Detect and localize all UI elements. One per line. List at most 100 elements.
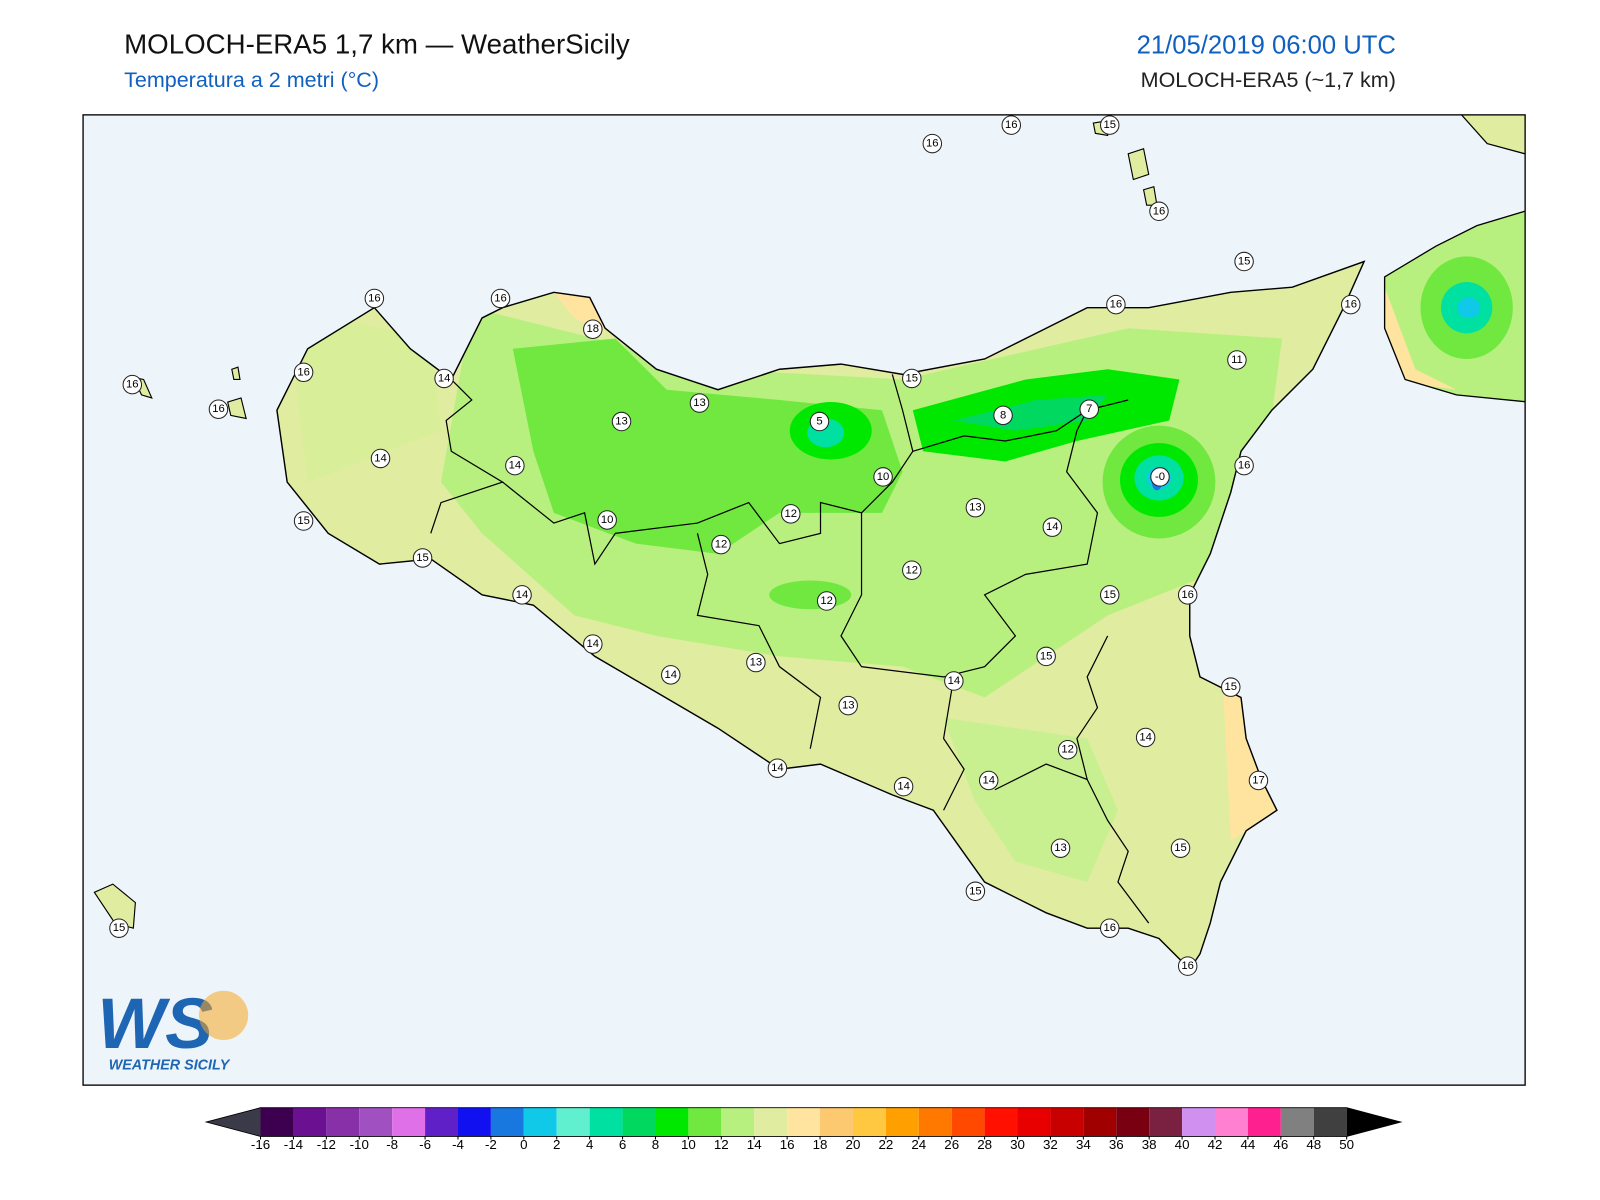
station-value: 11	[1231, 354, 1243, 366]
colorbar-tick-label: 14	[747, 1137, 762, 1152]
logo-sun	[198, 990, 249, 1040]
station-marker	[583, 319, 603, 339]
station: 13	[689, 393, 710, 413]
station-marker	[505, 455, 525, 476]
station: 11	[1227, 350, 1247, 370]
colorbar-bin	[951, 1107, 985, 1137]
station-value: 13	[969, 502, 982, 514]
station-value: 16	[1103, 922, 1116, 934]
station-marker	[1099, 585, 1120, 605]
station-marker	[781, 504, 801, 524]
station: 16	[1099, 918, 1120, 938]
colorbar-bin	[754, 1107, 788, 1137]
border	[840, 409, 1099, 678]
station: 15	[965, 881, 986, 902]
colorbar-tick-label: 2	[553, 1137, 560, 1152]
station-marker	[993, 405, 1013, 426]
station-marker	[1042, 517, 1063, 537]
colorbar-bin	[984, 1107, 1018, 1137]
station-value: 16	[1345, 299, 1358, 311]
station-marker	[412, 548, 433, 568]
colorbar-tick-label: 26	[944, 1137, 959, 1152]
station-value: 14	[897, 781, 910, 793]
station: 12	[902, 560, 922, 580]
colorbar-tick-label: -2	[485, 1137, 497, 1152]
station: 16	[1177, 956, 1198, 976]
station-value: 13	[693, 397, 706, 409]
station: 14	[1135, 727, 1156, 748]
station: 14	[512, 585, 532, 605]
colorbar-tick-label: -16	[251, 1137, 270, 1152]
station-marker	[1001, 115, 1022, 135]
station: 14	[505, 455, 525, 476]
station-value: 17	[1252, 775, 1265, 787]
station-marker	[1050, 838, 1071, 858]
model-label: MOLOCH-ERA5 (~1,7 km)	[1141, 68, 1396, 92]
colorbar-tick-label: 36	[1109, 1137, 1124, 1152]
station-value: 15	[1225, 681, 1238, 693]
station-value: 14	[948, 675, 961, 687]
station-marker	[838, 695, 858, 716]
station-marker	[490, 288, 511, 309]
station-value: 15	[416, 552, 429, 564]
station-value: 10	[877, 471, 890, 483]
colorbar-tick-label: 44	[1241, 1137, 1256, 1152]
station-marker	[965, 497, 986, 518]
calabria-coast	[1383, 210, 1526, 403]
colorbar-bin	[787, 1107, 821, 1137]
station-marker	[1177, 585, 1198, 605]
colorbar-bin	[721, 1107, 755, 1137]
station-value: 14	[1046, 521, 1059, 533]
station-value: 15	[113, 922, 126, 934]
station: 12	[1057, 739, 1078, 760]
station: 13	[1050, 838, 1071, 858]
colorbar-bin	[852, 1107, 886, 1137]
colorbar-tick-label: 10	[681, 1137, 696, 1152]
colorbar-tick-label: 22	[878, 1137, 893, 1152]
colorbar-bin	[1083, 1107, 1117, 1137]
station-value: 14	[587, 638, 600, 650]
subtitle: Temperatura a 2 metri (°C)	[124, 68, 379, 92]
colorbar-tick-label: 50	[1339, 1137, 1354, 1152]
station-value: 12	[715, 539, 728, 551]
colorbar-tick-label: -12	[317, 1137, 336, 1152]
station-marker	[597, 510, 617, 530]
station-value: 16	[1153, 205, 1166, 217]
station-value: 15	[1040, 650, 1053, 662]
station-value: 12	[785, 508, 798, 520]
station-marker	[1079, 399, 1099, 419]
border	[1086, 779, 1150, 924]
station-value: 16	[1238, 460, 1251, 472]
colorbar-bin	[392, 1107, 426, 1137]
station: 15	[412, 548, 433, 568]
colorbar-tick-label: 28	[977, 1137, 992, 1152]
station: 16	[490, 288, 511, 309]
station-marker	[1150, 467, 1170, 487]
station-value: 16	[1110, 299, 1123, 311]
colorbar-over	[1346, 1107, 1402, 1137]
station-marker	[1170, 838, 1191, 858]
border	[994, 635, 1109, 791]
station: 13	[965, 497, 986, 518]
colorbar-bin	[293, 1107, 327, 1137]
colorbar-tick-label: 38	[1142, 1137, 1157, 1152]
colorbar-tick-label: 20	[846, 1137, 861, 1152]
station-value: 14	[982, 775, 995, 787]
station-marker	[1177, 956, 1198, 976]
station: 13	[611, 411, 632, 432]
field	[1384, 287, 1457, 390]
colorbar-tick-label: -14	[284, 1137, 304, 1152]
colorbar-bin	[425, 1107, 458, 1137]
station-value: 15	[297, 515, 310, 527]
station-value: 10	[601, 514, 614, 526]
colorbar-tick-label: 46	[1273, 1137, 1288, 1152]
station-marker	[1234, 455, 1254, 476]
colorbar-bin	[326, 1107, 360, 1137]
colorbar-bin	[1050, 1107, 1084, 1137]
station-value: 16	[1181, 589, 1194, 601]
station-value: 13	[615, 416, 628, 428]
colorbar-under	[206, 1107, 261, 1137]
station: 8	[993, 405, 1013, 426]
